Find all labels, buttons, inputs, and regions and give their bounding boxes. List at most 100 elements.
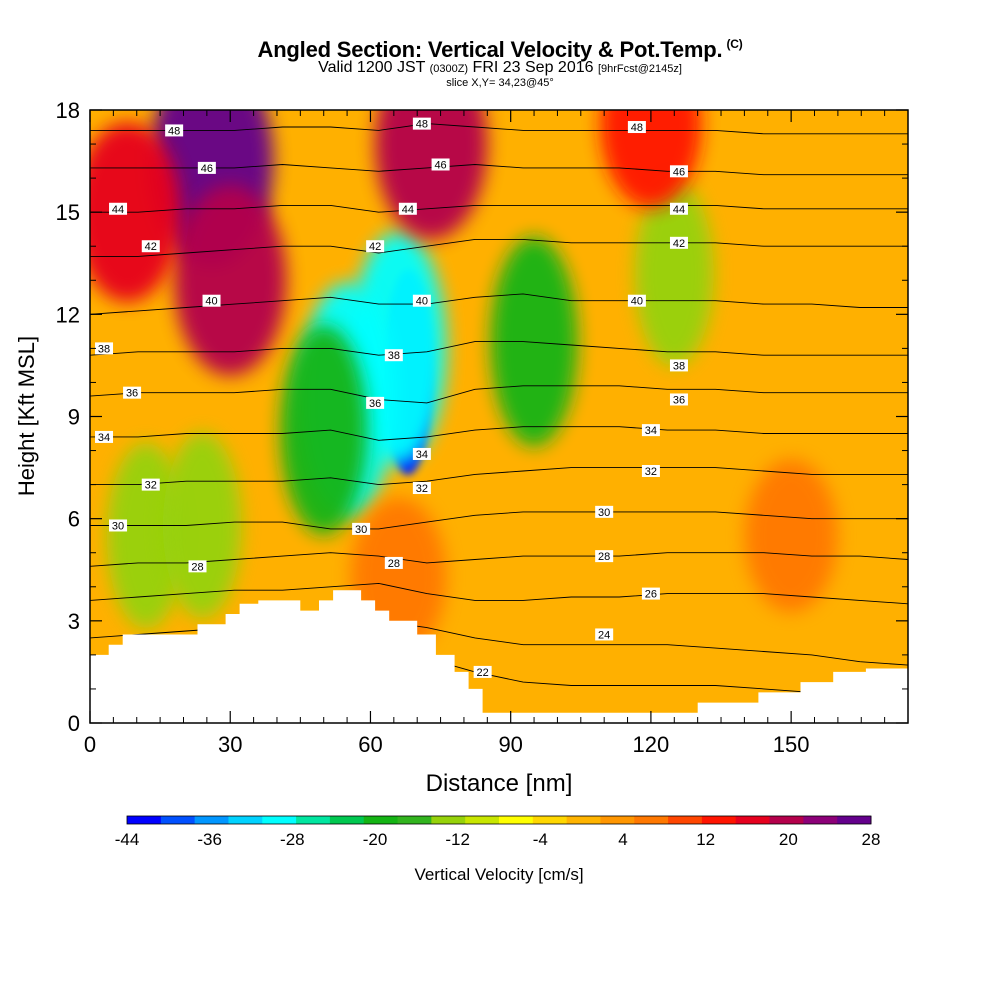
svg-text:38: 38 [388, 350, 400, 362]
valid-date: FRI 23 Sep 2016 [472, 59, 594, 76]
isentrope-line [90, 426, 908, 441]
y-tick-label: 0 [68, 711, 80, 736]
isentrope-label: 32 [412, 482, 431, 495]
velocity-cell [162, 432, 242, 619]
velocity-cell [600, 110, 702, 209]
colorbar-swatch [431, 816, 466, 824]
title-unit: (C) [726, 37, 743, 51]
x-tick-label: 0 [84, 732, 96, 757]
y-tick-label: 18 [56, 98, 80, 123]
isentrope-label: 42 [366, 240, 385, 253]
x-axis: 0 30 60 90 120 150 [84, 110, 886, 757]
colorbar-tick-label: -12 [445, 830, 470, 849]
x-tick-label: 30 [218, 732, 242, 757]
isentrope-label: 34 [95, 430, 114, 444]
y-tick-label: 12 [56, 302, 80, 327]
colorbar-swatch [262, 816, 297, 824]
isentrope-label: 48 [165, 124, 184, 137]
colorbar-swatch [566, 816, 601, 824]
isentrope-label: 44 [398, 202, 417, 216]
svg-text:44: 44 [402, 204, 414, 216]
isentrope-label: 40 [627, 294, 646, 308]
colorbar-tick-label: -28 [280, 830, 305, 849]
svg-text:34: 34 [98, 432, 110, 444]
svg-text:26: 26 [645, 589, 657, 601]
y-tick-label: 6 [68, 507, 80, 532]
svg-text:38: 38 [673, 360, 685, 372]
svg-text:36: 36 [673, 394, 685, 406]
colorbar-swatch [465, 816, 500, 824]
colorbar-tick-label: -4 [533, 830, 548, 849]
slice-info: slice X,Y= 34,23@45° [446, 77, 554, 89]
isentrope-label: 30 [352, 522, 371, 536]
isentrope-line [90, 164, 908, 176]
svg-text:48: 48 [416, 119, 428, 131]
colorbar: -44 -36 -28 -20 -12 -4 4 12 20 28 [115, 815, 881, 849]
colorbar-swatch [194, 816, 229, 824]
isentrope-line [90, 238, 908, 257]
isentrope-label: 46 [669, 165, 688, 178]
svg-text:32: 32 [416, 483, 428, 495]
velocity-cell [174, 184, 287, 376]
colorbar-tick-label: 20 [779, 830, 798, 849]
y-tick-label: 3 [68, 609, 80, 634]
velocity-cell [280, 325, 368, 536]
colorbar-swatch [803, 816, 838, 824]
isentrope-label: 40 [412, 294, 431, 308]
x-tick-label: 60 [358, 732, 382, 757]
x-tick-label: 150 [773, 732, 810, 757]
colorbar-swatch [499, 816, 534, 824]
colorbar-swatch [735, 816, 771, 824]
isentrope-label: 46 [197, 161, 216, 175]
isentrope-label: 32 [141, 478, 160, 492]
isentrope-label: 38 [95, 342, 114, 355]
isentrope-line [90, 467, 908, 486]
isentrope-label: 28 [384, 556, 403, 570]
velocity-cell [744, 459, 838, 612]
plot-area: 48 46 44 42 40 38 36 34 32 30 28 48 46 44 42 40 38 36 34 32… [90, 110, 908, 723]
isentrope-label: 40 [202, 294, 221, 308]
svg-text:46: 46 [434, 159, 446, 171]
isentrope-label: 30 [595, 505, 614, 519]
isentrope-label: 44 [109, 202, 128, 216]
velocity-cell [635, 180, 714, 367]
colorbar-swatch [228, 816, 263, 824]
isentrope-label: 24 [595, 628, 614, 641]
colorbar-tick-label: 28 [862, 830, 881, 849]
isentrope-label: 26 [641, 587, 660, 601]
isentrope-line [90, 204, 908, 213]
velocity-cell [490, 236, 578, 447]
isentrope-line [90, 293, 908, 315]
svg-text:48: 48 [631, 122, 643, 134]
colorbar-tick-label: 4 [618, 830, 627, 849]
colorbar-swatch [634, 816, 669, 824]
svg-text:40: 40 [416, 296, 428, 308]
colorbar-swatch [668, 816, 703, 824]
colorbar-swatch [701, 816, 737, 824]
chart-subtitle: Valid 1200 JST (0300Z) FRI 23 Sep 2016 [… [0, 60, 1000, 77]
y-tick-label: 15 [56, 200, 80, 225]
isentrope-label: 28 [595, 550, 614, 563]
isentrope-label: 46 [431, 158, 450, 171]
isentrope-label: 36 [123, 386, 142, 400]
colorbar-swatch [329, 816, 365, 824]
svg-text:44: 44 [673, 204, 685, 216]
isentrope-line [90, 385, 908, 404]
isentrope-line [90, 123, 908, 135]
isentrope-label: 28 [188, 560, 207, 573]
isentrope-labels: 48 46 44 42 40 38 36 34 32 30 28 48 46 44 42 40 38 36 34 32… [95, 117, 688, 679]
svg-text:44: 44 [112, 204, 124, 216]
velocity-cell [106, 442, 186, 629]
svg-text:34: 34 [645, 425, 657, 437]
svg-text:28: 28 [598, 551, 610, 563]
colorbar-swatch [532, 816, 568, 824]
svg-text:30: 30 [355, 524, 367, 536]
velocity-cell [375, 110, 488, 240]
colorbar-swatch [363, 816, 399, 824]
colorbar-swatch [296, 816, 331, 824]
isentrope-label: 48 [627, 121, 646, 134]
isentrope-label: 22 [473, 665, 492, 679]
svg-text:36: 36 [126, 388, 138, 400]
isentrope-label: 36 [366, 396, 385, 410]
